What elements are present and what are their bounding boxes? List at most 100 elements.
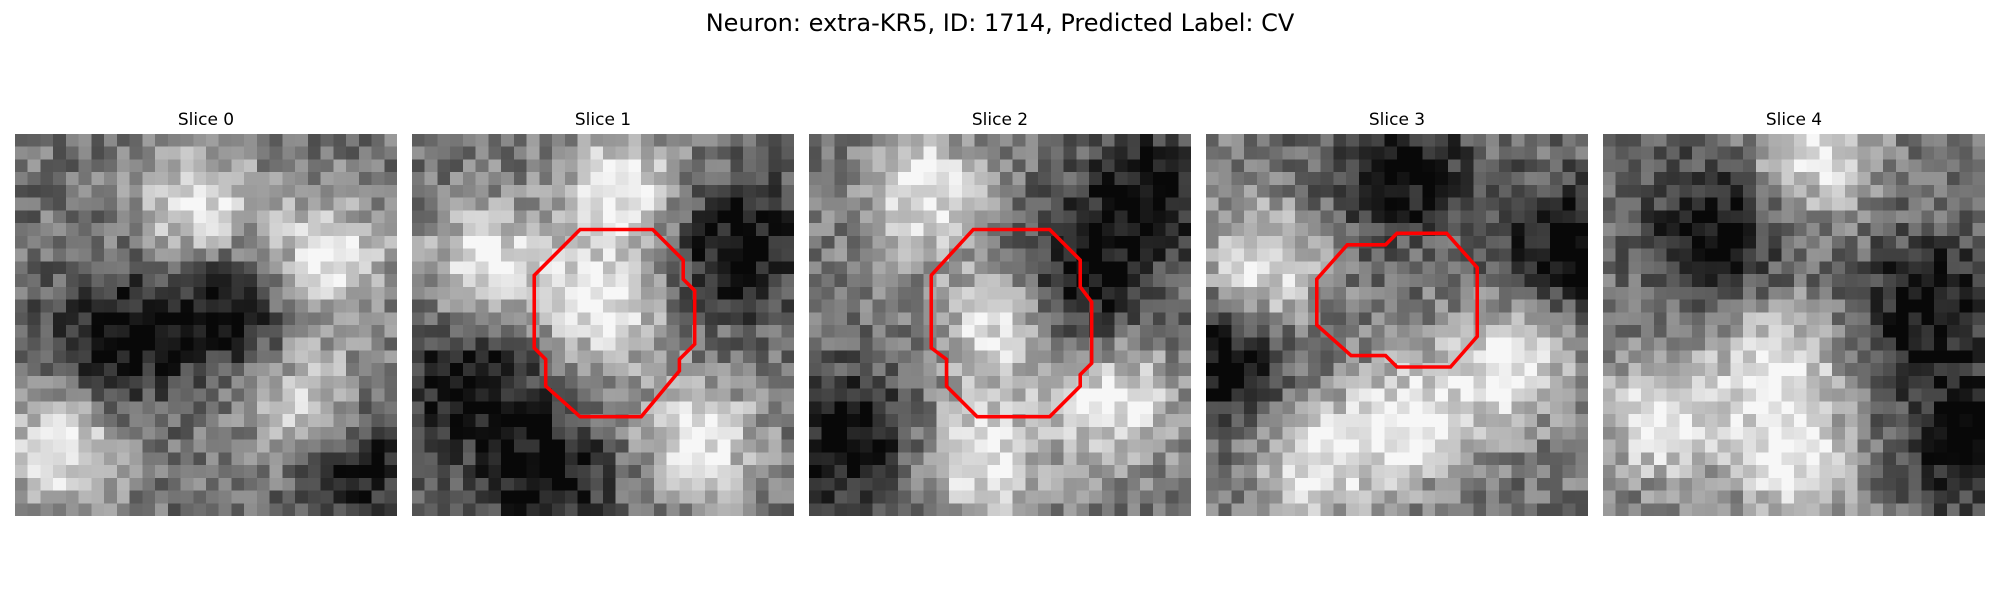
pixel	[1447, 299, 1461, 313]
pixel	[1794, 401, 1807, 415]
pixel	[1641, 337, 1655, 351]
pixel	[1883, 312, 1897, 326]
pixel	[269, 223, 283, 237]
pixel	[590, 299, 604, 313]
pixel	[1946, 503, 1960, 516]
pixel	[615, 261, 629, 275]
pixel	[615, 452, 629, 466]
pixel	[1397, 337, 1410, 351]
pixel	[358, 375, 372, 389]
pixel	[1562, 325, 1576, 338]
pixel	[872, 465, 886, 479]
pixel	[320, 477, 334, 491]
pixel	[206, 210, 219, 224]
pixel	[1269, 414, 1283, 428]
pixel	[859, 184, 873, 198]
pixel	[1511, 350, 1525, 364]
pixel	[1025, 235, 1039, 249]
pixel	[1295, 248, 1309, 262]
pixel	[1218, 223, 1232, 237]
pixel	[193, 350, 207, 364]
pixel	[1127, 223, 1141, 237]
pixel	[475, 350, 489, 364]
pixel	[809, 503, 822, 516]
pixel	[859, 223, 873, 237]
pixel	[1575, 350, 1588, 364]
pixel	[1269, 452, 1283, 466]
pixel	[462, 248, 476, 262]
pixel	[781, 172, 794, 186]
pixel	[885, 325, 899, 338]
pixel	[1844, 146, 1858, 160]
pixel	[755, 477, 769, 491]
pixel	[1844, 312, 1858, 326]
pixel	[666, 312, 680, 326]
pixel	[1717, 235, 1731, 249]
pixel	[1511, 235, 1525, 249]
pixel	[1295, 223, 1309, 237]
pixel	[1755, 146, 1769, 160]
pixel	[1140, 350, 1154, 364]
pixel	[552, 452, 566, 466]
pixel	[717, 325, 731, 338]
pixel	[590, 197, 604, 211]
pixel	[1575, 452, 1588, 466]
pixel	[1883, 172, 1897, 186]
pixel	[450, 172, 464, 186]
pixel	[27, 337, 41, 351]
pixel	[307, 261, 321, 275]
pixel	[78, 439, 92, 453]
pixel	[1140, 503, 1154, 516]
pixel	[1050, 210, 1064, 224]
pixel	[1883, 223, 1897, 237]
pixel	[821, 325, 835, 338]
pixel	[1231, 363, 1245, 377]
pixel	[155, 363, 169, 377]
pixel	[180, 350, 194, 364]
pixel	[781, 299, 794, 313]
pixel	[320, 439, 334, 453]
pixel	[1012, 299, 1026, 313]
pixel	[155, 274, 169, 288]
pixel	[320, 261, 334, 275]
pixel	[256, 299, 270, 313]
pixel	[847, 465, 861, 479]
pixel	[1806, 312, 1820, 326]
pixel	[1653, 439, 1667, 453]
pixel	[1320, 235, 1334, 249]
pixel	[53, 414, 67, 428]
pixel	[501, 388, 515, 402]
pixel	[1140, 325, 1154, 338]
pixel	[564, 312, 578, 326]
pixel	[768, 503, 782, 516]
pixel	[1934, 248, 1948, 262]
pixel	[1486, 375, 1500, 389]
pixel	[116, 388, 130, 402]
pixel	[1076, 223, 1090, 237]
pixel	[1256, 159, 1270, 173]
pixel	[653, 401, 667, 415]
pixel	[1883, 325, 1897, 338]
pixel	[513, 146, 527, 160]
pixel	[1704, 184, 1718, 198]
pixel	[1140, 426, 1154, 440]
pixel	[847, 426, 861, 440]
pixel	[129, 274, 143, 288]
pixel	[1641, 223, 1655, 237]
pixel	[1422, 248, 1436, 262]
pixel	[358, 159, 372, 173]
pixel	[358, 210, 372, 224]
pixel	[1346, 210, 1360, 224]
pixel	[666, 503, 680, 516]
pixel	[1050, 312, 1064, 326]
pixel	[1050, 363, 1064, 377]
pixel	[743, 299, 757, 313]
pixel	[256, 490, 270, 504]
pixel	[847, 452, 861, 466]
pixel	[91, 146, 105, 160]
pixel	[218, 248, 232, 262]
pixel	[307, 490, 321, 504]
pixel	[821, 134, 835, 147]
pixel	[949, 503, 963, 516]
pixel	[821, 248, 835, 262]
